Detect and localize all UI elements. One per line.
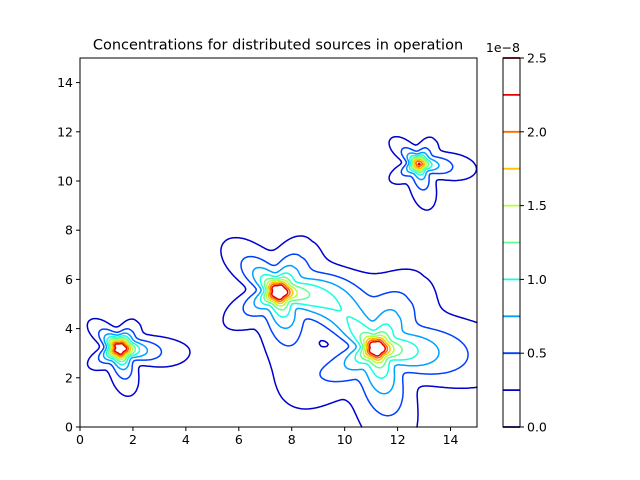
colorbar-tick-label: 0.0 (527, 420, 547, 435)
colorbar-tick-label: 0.5 (527, 346, 547, 361)
y-tick-label: 8 (65, 223, 73, 238)
y-tick-label: 14 (57, 75, 73, 90)
x-tick-label: 12 (390, 432, 406, 447)
x-tick-label: 0 (76, 432, 84, 447)
y-axis: 0 2 4 6 8 10 12 14 (57, 75, 80, 435)
colorbar-tick-label: 1.0 (527, 272, 547, 287)
contour-line (107, 155, 430, 369)
colorbar-offset-label: 1e−8 (486, 40, 520, 55)
colorbar-ticks: 0.0 0.5 1.0 1.5 2.0 2.5 (520, 51, 547, 435)
y-tick-label: 0 (65, 420, 73, 435)
contour-line (97, 147, 469, 417)
y-tick-label: 6 (65, 272, 73, 287)
contour-line (109, 157, 428, 364)
contour-lines (86, 135, 478, 428)
contour-line (114, 162, 421, 357)
x-tick-label: 14 (443, 432, 459, 447)
y-tick-label: 4 (65, 321, 73, 336)
contour-line (86, 135, 478, 428)
contour-line (110, 159, 426, 361)
contour-line (112, 160, 424, 359)
x-tick-label: 4 (182, 432, 190, 447)
x-axis: 0 2 4 6 8 10 12 14 (76, 427, 459, 447)
plot-frame (79, 57, 478, 428)
y-tick-label: 10 (57, 174, 73, 189)
colorbar: 0.0 0.5 1.0 1.5 2.0 2.5 1e−8 (486, 40, 547, 435)
contour-line (102, 151, 440, 395)
x-tick-label: 2 (129, 432, 137, 447)
colorbar-frame (502, 57, 521, 428)
colorbar-tick-label: 2.0 (527, 124, 547, 139)
colorbar-tick-label: 2.5 (527, 51, 547, 66)
colorbar-tick-label: 1.5 (527, 198, 547, 213)
x-tick-label: 8 (288, 432, 296, 447)
x-tick-label: 6 (235, 432, 243, 447)
colorbar-level-lines (503, 57, 520, 428)
chart-title: Concentrations for distributed sources i… (93, 38, 463, 54)
contour-line (105, 154, 433, 379)
y-tick-label: 12 (57, 124, 73, 139)
y-tick-label: 2 (65, 370, 73, 385)
x-tick-label: 10 (337, 432, 353, 447)
